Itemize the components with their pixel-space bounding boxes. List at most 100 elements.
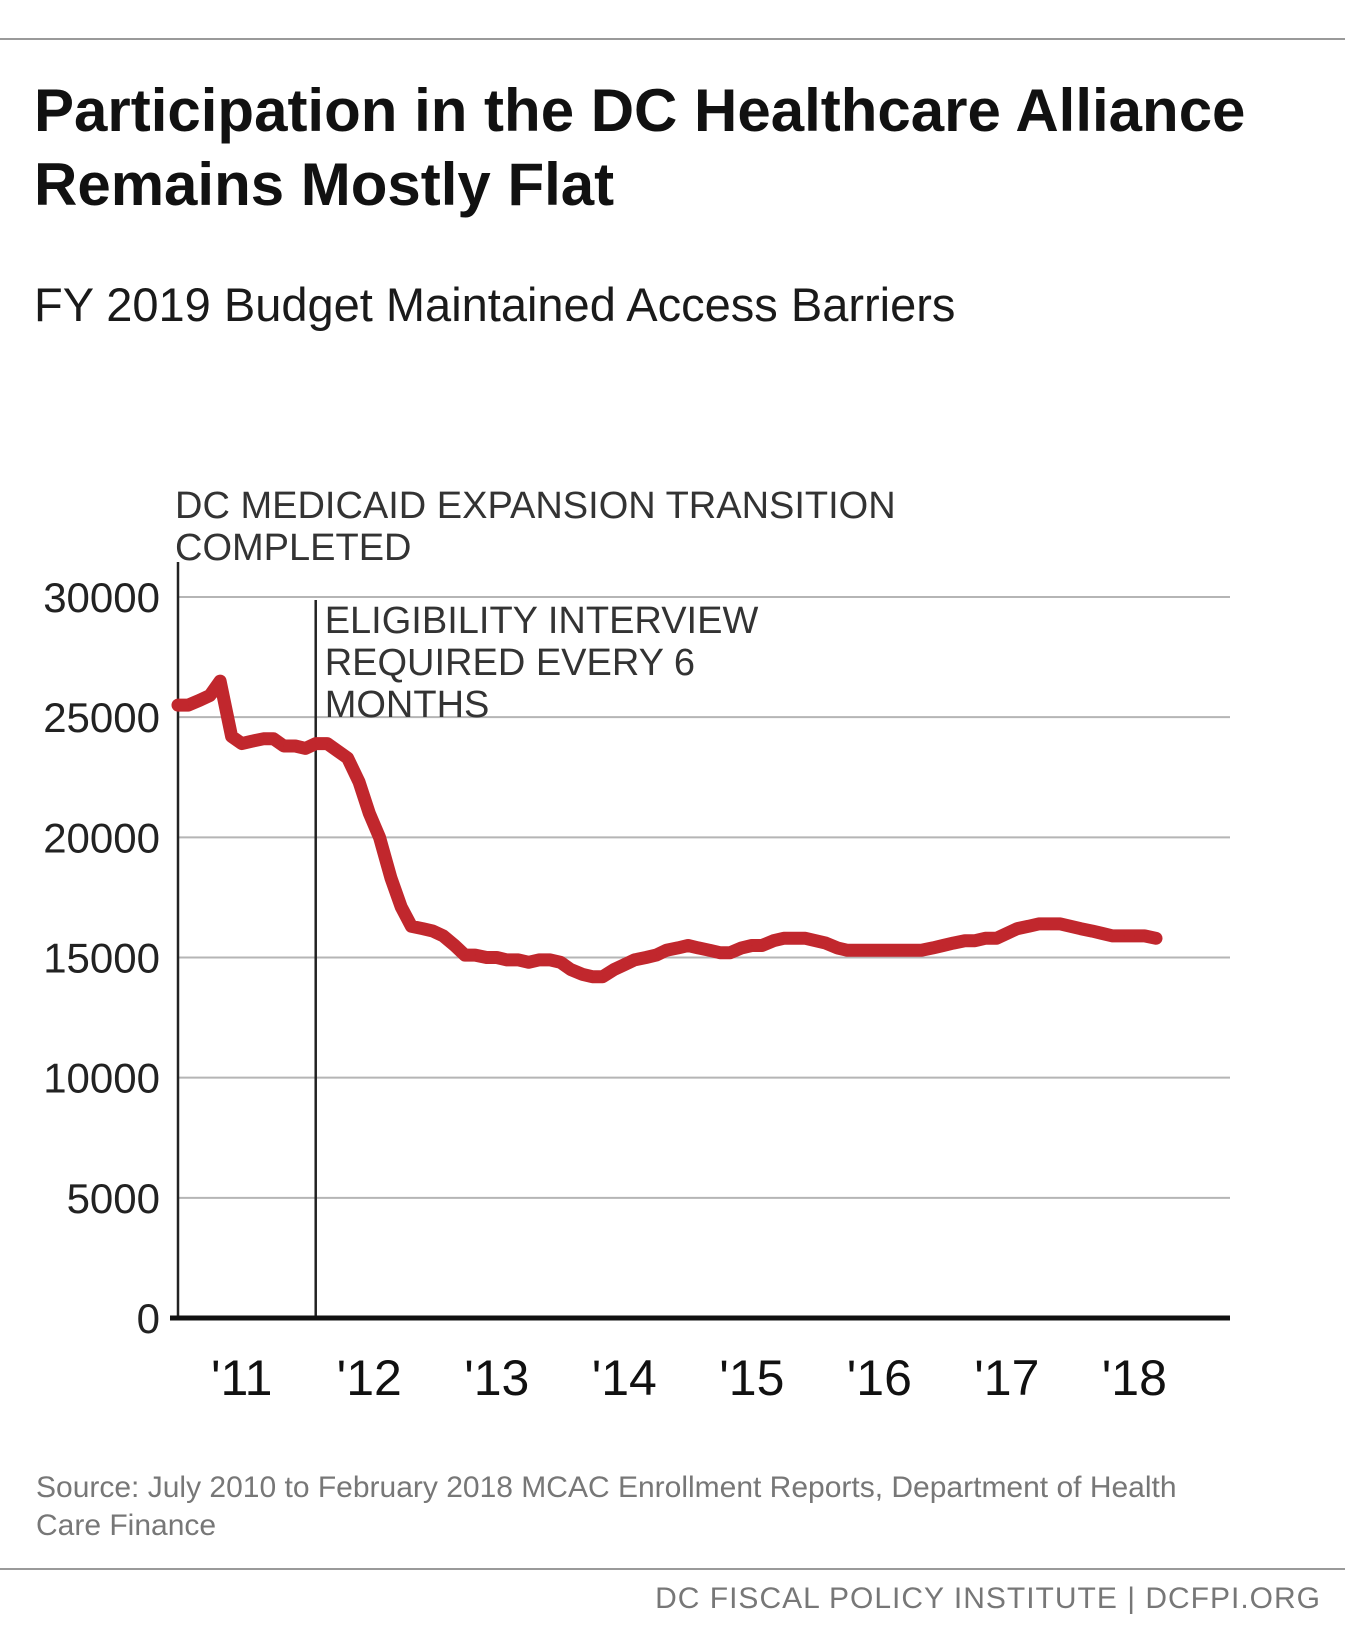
data-point: [326, 743, 328, 745]
data-point: [815, 940, 817, 942]
data-point: [868, 949, 870, 951]
data-point: [634, 959, 636, 961]
data-point: [390, 877, 392, 879]
x-tick-label: '16: [847, 1350, 912, 1406]
data-point: [1091, 930, 1093, 932]
data-point: [889, 949, 891, 951]
data-point: [187, 704, 189, 706]
data-point: [857, 949, 859, 951]
data-point: [591, 976, 593, 978]
y-tick-label: 10000: [43, 1055, 160, 1102]
data-point: [602, 976, 604, 978]
data-point: [761, 944, 763, 946]
data-point: [454, 944, 456, 946]
data-point: [655, 954, 657, 956]
data-point: [1059, 923, 1061, 925]
data-point: [368, 812, 370, 814]
x-tick-label: '11: [211, 1350, 272, 1406]
data-point: [741, 947, 743, 949]
data-point: [1006, 932, 1008, 934]
data-point: [336, 750, 338, 752]
data-point: [974, 940, 976, 942]
chart-title: Participation in the DC Healthcare Allia…: [34, 77, 1246, 218]
data-point: [241, 743, 243, 745]
data-point: [1016, 928, 1018, 930]
data-point: [932, 947, 934, 949]
data-point: [347, 757, 349, 759]
data-point: [1101, 932, 1103, 934]
data-point: [1080, 928, 1082, 930]
bottom-rule: [0, 1568, 1345, 1570]
data-point: [952, 942, 954, 944]
x-tick-label: '12: [337, 1350, 402, 1406]
data-point: [251, 740, 253, 742]
data-point: [1123, 935, 1125, 937]
data-point: [528, 961, 530, 963]
annotation-label: DC MEDICAID EXPANSION TRANSITION: [175, 485, 896, 527]
data-point: [878, 949, 880, 951]
line-chart: DC MEDICAID EXPANSION TRANSITIONCOMPLETE…: [43, 485, 1230, 1406]
chart-subtitle: FY 2019 Budget Maintained Access Barrier…: [34, 278, 956, 331]
data-point: [964, 940, 966, 942]
data-point: [751, 944, 753, 946]
data-point: [623, 964, 625, 966]
data-point: [560, 961, 562, 963]
data-point: [697, 947, 699, 949]
data-point: [378, 836, 380, 838]
data-point: [358, 781, 360, 783]
data-point: [209, 695, 211, 697]
data-point: [231, 735, 233, 737]
data-point: [729, 952, 731, 954]
data-point: [920, 949, 922, 951]
data-point: [984, 937, 986, 939]
data-point: [719, 952, 721, 954]
data-point: [825, 942, 827, 944]
data-point: [996, 937, 998, 939]
data-point: [846, 949, 848, 951]
data-point: [1038, 923, 1040, 925]
x-tick-label: '15: [719, 1350, 784, 1406]
data-point: [793, 937, 795, 939]
data-point: [517, 959, 519, 961]
y-tick-label: 25000: [43, 694, 160, 741]
data-point: [305, 747, 307, 749]
data-point: [283, 745, 285, 747]
data-point: [910, 949, 912, 951]
data-point: [422, 928, 424, 930]
data-point: [549, 959, 551, 961]
data-point: [942, 944, 944, 946]
data-point: [199, 699, 201, 701]
y-tick-label: 30000: [43, 574, 160, 621]
source-note: Source: July 2010 to February 2018 MCAC …: [36, 1471, 1177, 1542]
data-point: [804, 937, 806, 939]
y-tick-label: 0: [137, 1295, 160, 1342]
data-point: [1133, 935, 1135, 937]
data-point: [772, 940, 774, 942]
data-point: [219, 680, 221, 682]
top-rule: [0, 38, 1345, 40]
data-point: [294, 745, 296, 747]
data-point: [836, 947, 838, 949]
axes: 0 5000 10000 15000 20000 25000 30000 '11 '12 '13 '…: [43, 574, 1230, 1406]
data-point: [1070, 925, 1072, 927]
data-point: [570, 969, 572, 971]
x-tick-label: '14: [592, 1350, 657, 1406]
data-point: [1028, 925, 1030, 927]
y-tick-label: 20000: [43, 814, 160, 861]
annotation-label: REQUIRED EVERY 6: [325, 642, 695, 684]
annotation-label: COMPLETED: [175, 527, 411, 569]
y-tick-label: 15000: [43, 935, 160, 982]
data-point: [709, 949, 711, 951]
data-point: [900, 949, 902, 951]
data-point: [432, 930, 434, 932]
x-tick-label: '13: [464, 1350, 529, 1406]
data-point: [581, 973, 583, 975]
data-point: [273, 738, 275, 740]
data-point: [613, 969, 615, 971]
data-point: [262, 738, 264, 740]
series: [171, 674, 1163, 984]
data-point: [645, 957, 647, 958]
data-point: [677, 947, 679, 949]
data-point: [506, 959, 508, 961]
data-point: [1048, 923, 1050, 925]
